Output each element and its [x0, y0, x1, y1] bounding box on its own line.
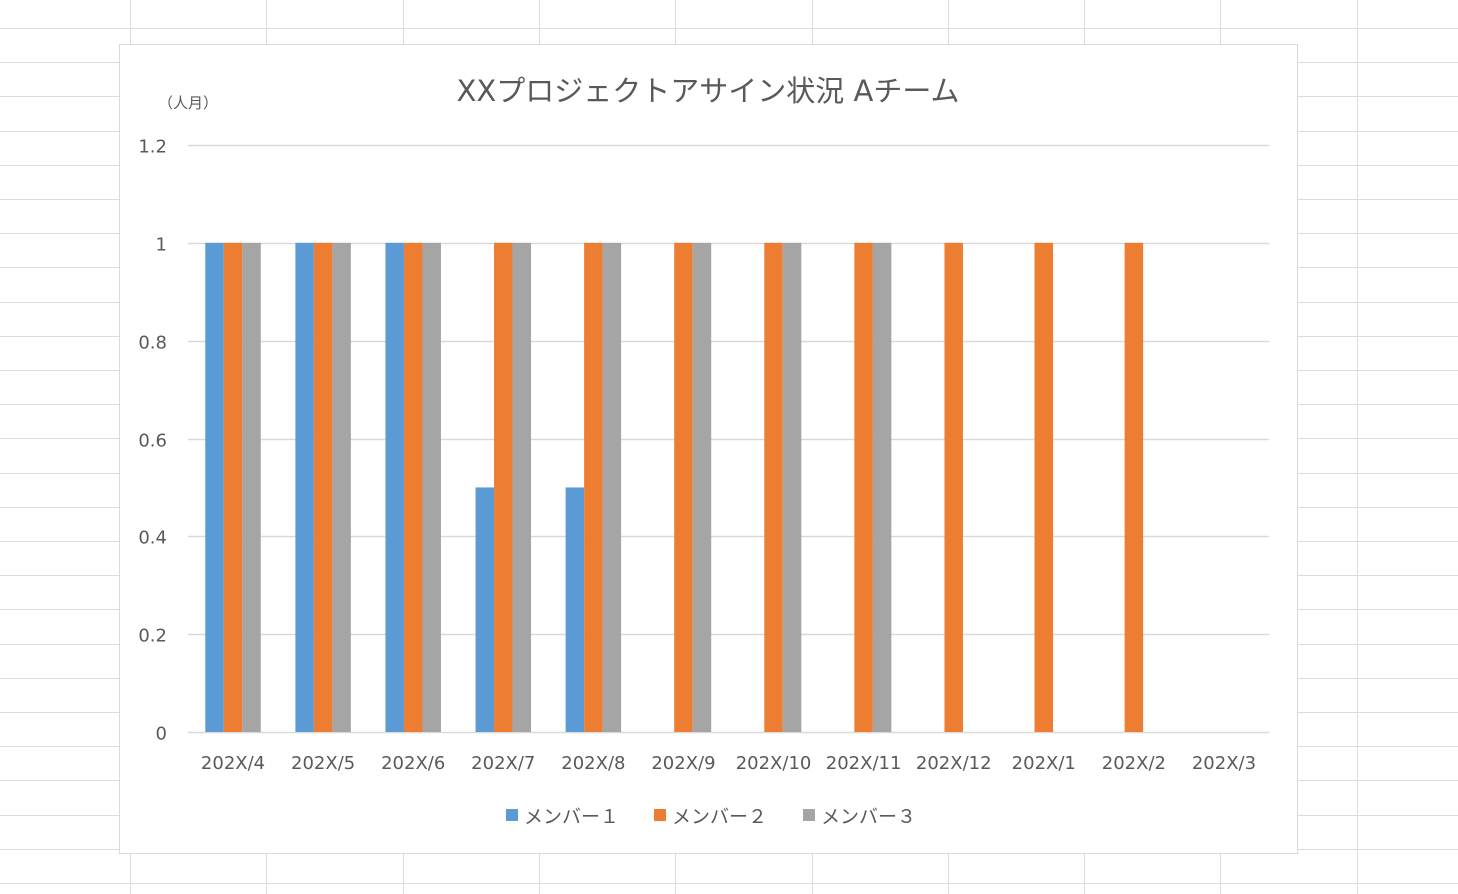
- bar-1-4[interactable]: [565, 487, 585, 732]
- chart-title: XXプロジェクトアサイン状況 Aチーム: [457, 74, 960, 108]
- bar-2-0[interactable]: [223, 242, 243, 732]
- bar-3-0[interactable]: [242, 242, 261, 732]
- y-tick-label: 1: [156, 235, 167, 256]
- bar-2-5[interactable]: [674, 242, 693, 732]
- legend-item-label[interactable]: メンバー３: [821, 806, 916, 828]
- gridlines: [188, 144, 1269, 734]
- bar-2-1[interactable]: [313, 242, 333, 732]
- x-tick-label: 202X/11: [826, 753, 902, 774]
- bar-series: [205, 242, 1144, 732]
- bar-2-3[interactable]: [494, 242, 513, 732]
- legend-item-label[interactable]: メンバー１: [524, 806, 619, 828]
- bar-2-8[interactable]: [944, 242, 963, 732]
- y-axis-unit-label: （人月）: [158, 94, 218, 112]
- y-tick-label: 0.4: [138, 528, 167, 549]
- x-tick-label: 202X/12: [916, 753, 992, 774]
- bar-2-2[interactable]: [403, 242, 423, 732]
- bar-3-4[interactable]: [602, 242, 622, 732]
- y-tick-label: 0.2: [138, 626, 167, 647]
- x-tick-label: 202X/9: [651, 753, 715, 774]
- y-tick-label: 0.8: [138, 333, 167, 354]
- x-tick-label: 202X/1: [1012, 753, 1076, 774]
- x-tick-label: 202X/4: [201, 753, 265, 774]
- legend: メンバー１ メンバー２ メンバー３: [506, 806, 916, 828]
- bar-3-2[interactable]: [422, 242, 441, 732]
- bar-2-10[interactable]: [1124, 242, 1144, 732]
- bar-2-9[interactable]: [1034, 242, 1054, 732]
- bar-3-1[interactable]: [332, 242, 351, 732]
- x-tick-label: 202X/10: [736, 753, 812, 774]
- legend-item-label[interactable]: メンバー２: [672, 806, 767, 828]
- bar-3-7[interactable]: [872, 242, 892, 732]
- bar-2-7[interactable]: [854, 242, 873, 732]
- legend-swatch: [654, 809, 666, 821]
- x-tick-label: 202X/6: [381, 753, 445, 774]
- bar-2-6[interactable]: [764, 242, 783, 732]
- bar-1-1[interactable]: [295, 242, 314, 732]
- bar-3-5[interactable]: [692, 242, 712, 732]
- y-tick-label: 0: [156, 724, 167, 745]
- x-tick-label: 202X/7: [471, 753, 535, 774]
- y-axis-tick-labels: 0 0.2 0.4 0.6 0.8 1 1.2: [138, 137, 167, 745]
- x-tick-label: 202X/3: [1192, 753, 1256, 774]
- legend-swatch: [506, 809, 518, 821]
- x-tick-label: 202X/8: [561, 753, 625, 774]
- legend-swatch: [803, 809, 815, 821]
- bar-2-4[interactable]: [584, 242, 603, 732]
- y-tick-label: 0.6: [138, 431, 167, 452]
- x-axis-tick-labels: 202X/4 202X/5 202X/6 202X/7 202X/8 202X/9 202X…: [201, 753, 1256, 774]
- x-tick-label: 202X/2: [1102, 753, 1166, 774]
- bar-3-3[interactable]: [512, 242, 532, 732]
- x-tick-label: 202X/5: [291, 753, 355, 774]
- y-tick-label: 1.2: [138, 137, 167, 158]
- bar-1-0[interactable]: [205, 242, 224, 732]
- bar-3-6[interactable]: [782, 242, 802, 732]
- bar-1-3[interactable]: [475, 487, 495, 732]
- bar-1-2[interactable]: [385, 242, 404, 732]
